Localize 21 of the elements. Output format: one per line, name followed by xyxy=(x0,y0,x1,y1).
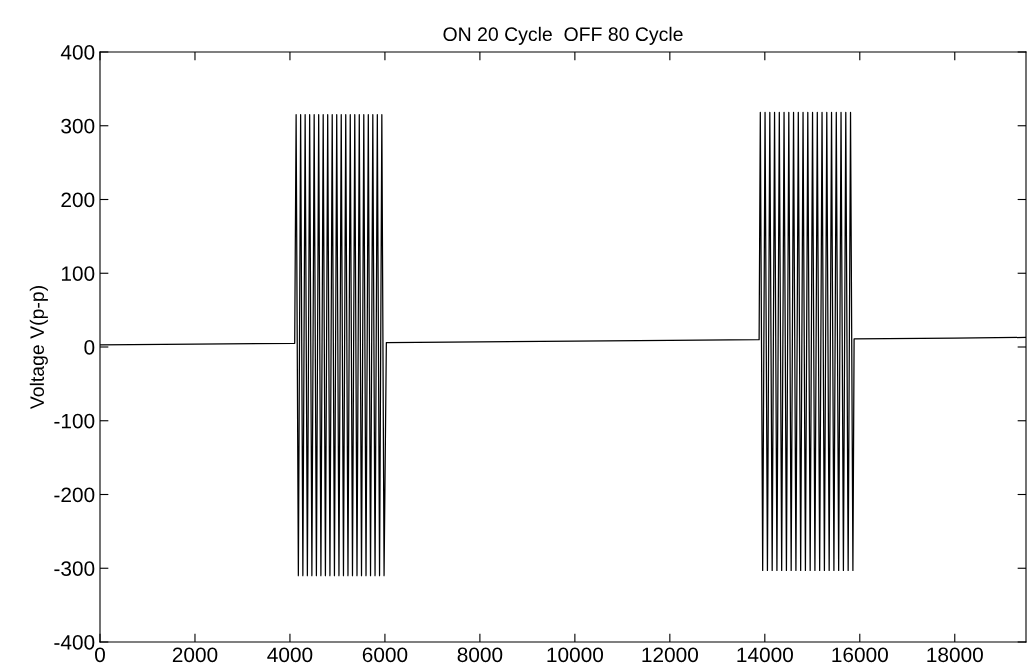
y-tick-label: -100 xyxy=(54,413,95,429)
x-tick-label: 2000 xyxy=(172,647,218,663)
x-tick-label: 4000 xyxy=(267,647,313,663)
x-tick-label: 6000 xyxy=(362,647,408,663)
y-tick-label: 200 xyxy=(61,192,95,208)
x-tick-label: 12000 xyxy=(642,647,698,663)
y-tick-label: 100 xyxy=(61,266,95,281)
x-tick-label: 16000 xyxy=(832,647,888,663)
chart-title: ON 20 Cycle OFF 80 Cycle xyxy=(443,26,683,45)
x-tick-label: 10000 xyxy=(547,647,604,663)
y-tick-label: -400 xyxy=(54,635,95,650)
x-tick-label: 18000 xyxy=(927,647,983,663)
y-tick-label: -300 xyxy=(54,561,95,576)
y-axis-title: Voltage V(p-p) xyxy=(29,286,48,410)
y-tick-label: 300 xyxy=(61,118,95,134)
x-tick-label: 0 xyxy=(95,647,105,663)
y-tick-label: 400 xyxy=(60,45,95,60)
x-tick-label: 8000 xyxy=(457,647,503,663)
y-tick-label: -200 xyxy=(54,487,95,503)
x-tick-label: 14000 xyxy=(737,647,793,663)
y-tick-label: 0 xyxy=(84,340,95,355)
